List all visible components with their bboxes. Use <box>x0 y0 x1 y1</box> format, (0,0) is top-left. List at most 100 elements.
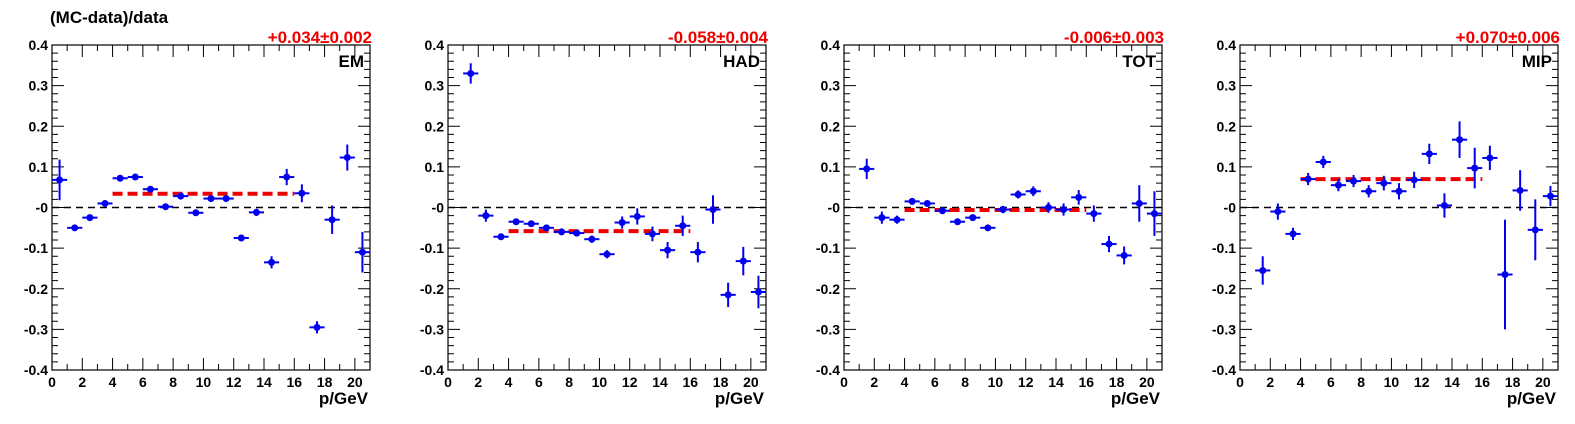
data-point <box>248 208 264 217</box>
x-tick-label: 12 <box>1414 374 1430 390</box>
marker <box>1365 187 1373 195</box>
marker <box>237 234 245 242</box>
data-point <box>538 224 554 232</box>
marker <box>482 212 490 220</box>
x-tick-label: 12 <box>226 374 242 390</box>
x-tick-label: 20 <box>1139 374 1155 390</box>
marker <box>938 207 946 215</box>
x-tick-label: 16 <box>1078 374 1094 390</box>
marker <box>573 229 581 237</box>
marker <box>1060 206 1068 214</box>
marker <box>1044 204 1052 211</box>
marker <box>588 235 596 243</box>
y-tick-label: -0.2 <box>420 281 444 297</box>
data-point <box>554 228 570 236</box>
data-point <box>1330 179 1346 192</box>
marker <box>131 173 139 181</box>
data-point <box>1146 191 1162 236</box>
marker <box>754 288 762 296</box>
y-tick-label: 0.3 <box>29 78 49 94</box>
marker <box>313 323 321 331</box>
marker <box>56 176 64 184</box>
data-point <box>1421 143 1437 165</box>
x-tick-label: 14 <box>1444 374 1460 390</box>
data-point <box>1467 147 1483 189</box>
y-tick-label: -0 <box>1224 200 1237 216</box>
marker <box>268 258 276 266</box>
data-point <box>1512 170 1528 211</box>
x-axis-title: p/GeV <box>319 389 369 408</box>
x-tick-label: 4 <box>109 374 117 390</box>
marker <box>1274 208 1282 216</box>
marker <box>1410 176 1418 184</box>
x-tick-label: 20 <box>743 374 759 390</box>
marker <box>1425 150 1433 158</box>
data-point <box>1300 172 1316 186</box>
y-axis-title: (MC-data)/data <box>50 8 169 27</box>
data-point <box>127 173 143 181</box>
data-point <box>584 235 600 243</box>
data-point <box>112 174 128 182</box>
data-point <box>324 205 340 234</box>
data-point <box>188 209 204 217</box>
marker <box>283 173 291 181</box>
data-point <box>950 218 966 226</box>
marker <box>1090 210 1098 218</box>
x-tick-label: 8 <box>961 374 969 390</box>
data-point <box>644 226 660 242</box>
data-point <box>1086 205 1102 222</box>
x-tick-label: 2 <box>474 374 482 390</box>
data-point <box>97 199 113 207</box>
marker <box>664 246 672 254</box>
y-tick-label: -0 <box>36 200 49 216</box>
data-point <box>1497 219 1513 330</box>
data-point <box>629 208 645 225</box>
data-point <box>859 158 875 180</box>
marker <box>603 250 611 258</box>
marker <box>724 291 732 299</box>
marker <box>739 257 747 265</box>
y-tick-label: 0.3 <box>821 78 841 94</box>
y-tick-label: 0.2 <box>1217 118 1237 134</box>
data-point <box>82 214 98 222</box>
data-point <box>1542 185 1558 207</box>
marker <box>343 154 351 162</box>
y-tick-label: -0.3 <box>24 321 48 337</box>
marker <box>298 189 306 197</box>
data-point <box>52 159 68 201</box>
data-point <box>1391 183 1407 200</box>
y-tick-label: -0.1 <box>816 240 840 256</box>
data-point <box>67 224 83 232</box>
x-tick-label: 10 <box>988 374 1004 390</box>
data-point <box>1361 185 1377 198</box>
fit-result-label: -0.058±0.004 <box>668 28 769 47</box>
data-point <box>1315 155 1331 169</box>
data-point <box>1482 145 1498 171</box>
data-point <box>1131 185 1147 222</box>
fit-result-label: -0.006±0.003 <box>1064 28 1164 47</box>
x-tick-label: 10 <box>196 374 212 390</box>
marker <box>1395 187 1403 195</box>
x-tick-label: 14 <box>256 374 272 390</box>
x-tick-label: 8 <box>169 374 177 390</box>
data-point <box>203 195 219 203</box>
data-point <box>675 215 691 236</box>
data-point <box>1040 202 1056 213</box>
x-tick-label: 16 <box>1474 374 1490 390</box>
marker <box>618 219 626 227</box>
data-point <box>735 246 751 276</box>
marker <box>542 224 550 232</box>
y-tick-label: 0.4 <box>425 37 445 53</box>
y-tick-label: 0.2 <box>821 118 841 134</box>
x-tick-label: 4 <box>901 374 909 390</box>
x-tick-label: 4 <box>1297 374 1305 390</box>
data-point <box>264 256 280 269</box>
y-tick-label: -0.1 <box>420 240 444 256</box>
x-tick-label: 10 <box>592 374 608 390</box>
x-tick-label: 10 <box>1384 374 1400 390</box>
data-point <box>1376 175 1392 191</box>
data-point <box>173 192 189 200</box>
data-point <box>889 215 905 224</box>
marker <box>328 216 336 224</box>
y-tick-label: 0.1 <box>425 159 445 175</box>
